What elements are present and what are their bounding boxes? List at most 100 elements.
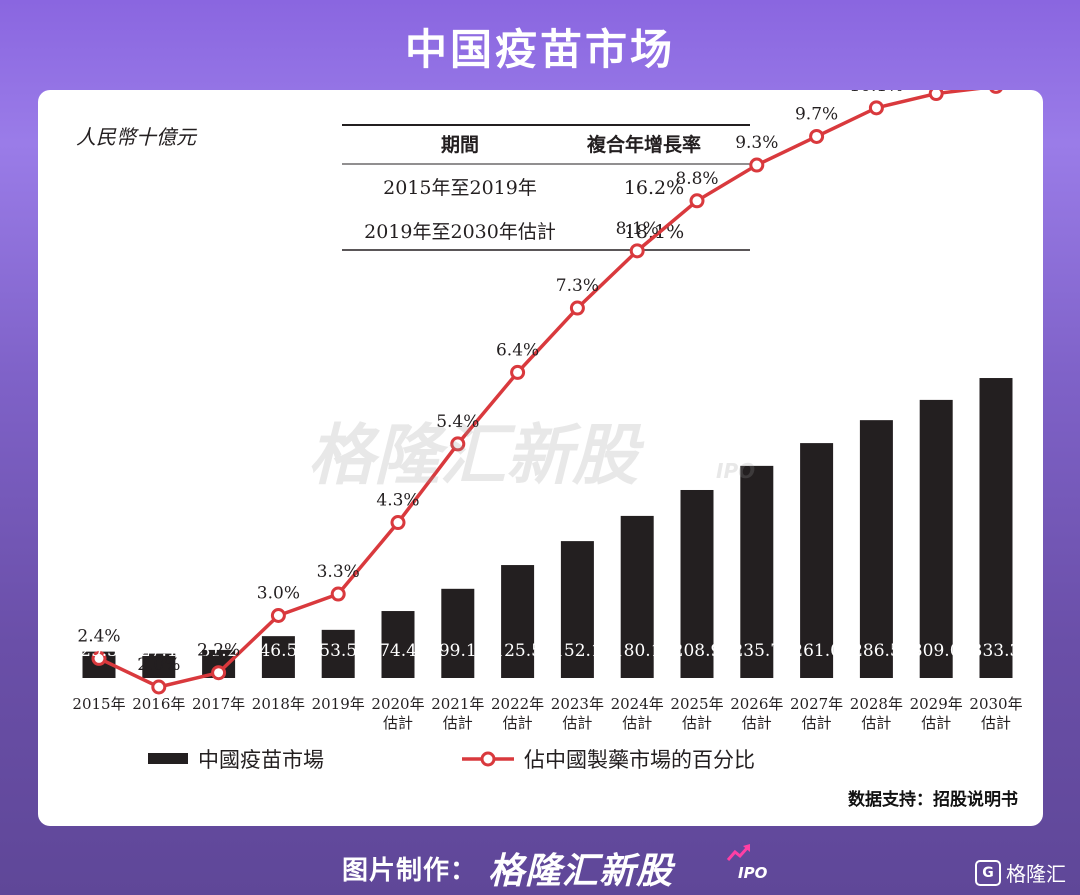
x-tick-label: 估計: [383, 714, 413, 732]
line-value-label: 3.0%: [257, 584, 300, 604]
x-tick-label: 2028年: [850, 695, 903, 713]
bar-value-label: 31.2: [200, 641, 238, 661]
x-tick-label: 2019年: [312, 695, 365, 713]
line-point: [390, 515, 406, 531]
bar-value-label: 286.5: [852, 641, 901, 661]
x-tick-label: 估計: [861, 714, 891, 732]
x-tick-label: 估計: [742, 714, 772, 732]
bar-value-label: 261.0: [792, 641, 841, 661]
cagr-table-header-period: 期間: [441, 134, 479, 156]
x-tick-label: 估計: [622, 714, 652, 732]
chart-card: 人民幣十億元 期間 複合年增長率 2015年至2019年 16.2% 2019年…: [38, 90, 1043, 826]
bar: [381, 611, 415, 678]
x-tick-label: 估計: [682, 714, 712, 732]
x-tick-label: 2022年: [491, 695, 544, 713]
x-tick-label: 估計: [503, 714, 533, 732]
bar: [321, 629, 355, 678]
legend: 中國疫苗市場 佔中國製藥市場的百分比: [148, 748, 755, 772]
corner-logo: G 格隆汇: [975, 858, 1066, 887]
cagr-table-row1-cagr: 16.2%: [624, 177, 684, 199]
bar-value-label: 235.7: [732, 641, 781, 661]
bar-value-label: 208.9: [673, 641, 722, 661]
bar-value-label: 152.1: [553, 641, 602, 661]
x-tick-label: 估計: [921, 714, 951, 732]
bar: [441, 588, 475, 678]
footer-brand-logo: 格隆汇新股: [488, 851, 674, 892]
line-point: [151, 679, 167, 695]
bar: [800, 443, 834, 678]
bar: [501, 565, 535, 678]
footer-label: 图片制作：: [342, 856, 478, 886]
bar-value-label: 333.3: [972, 641, 1021, 661]
bar: [919, 399, 953, 678]
line-value-label: 8.8%: [675, 169, 718, 189]
line-point: [510, 364, 526, 380]
bar: [142, 653, 176, 678]
footer-brand-ipo: IPO: [738, 864, 768, 882]
x-tick-label: 2024年: [611, 695, 664, 713]
legend-line-label: 佔中國製藥市場的百分比: [524, 748, 755, 772]
line-value-label: 6.4%: [496, 340, 539, 360]
x-tick-label: 估計: [443, 714, 473, 732]
cagr-table-header-cagr: 複合年增長率: [586, 133, 701, 156]
bar: [620, 515, 654, 678]
line-point: [91, 650, 107, 666]
percent-line: [98, 90, 981, 689]
line-point: [629, 243, 645, 259]
x-tick-label: 2029年: [910, 695, 963, 713]
line-point: [928, 90, 944, 102]
page-title: 中国疫苗市场: [404, 25, 675, 74]
line-point: [270, 608, 286, 623]
bar-value-label: 309.0: [912, 641, 961, 661]
source-note: 数据支持：招股说明书: [848, 789, 1018, 810]
x-tick-label: 2016年: [132, 695, 185, 713]
bar-value-label: 46.5: [259, 641, 297, 661]
line-value-label: 2.0%: [137, 655, 180, 675]
bar-value-label: 180.1: [613, 641, 662, 661]
bar: [560, 541, 594, 678]
line-point: [450, 436, 466, 452]
watermark-ipo: IPO: [716, 459, 755, 483]
x-tick-label: 估計: [562, 714, 592, 732]
bar-value-label: 29.3: [80, 641, 118, 661]
line-value-label: 8.1%: [616, 219, 659, 239]
line-point: [689, 193, 705, 209]
x-tick-label: 2021年: [431, 695, 484, 713]
cagr-table-row2-period: 2019年至2030年估計: [364, 221, 556, 243]
watermark: 格隆汇新股 IPO: [308, 417, 755, 494]
line-value-label: 2.4%: [77, 626, 120, 646]
x-tick-label: 估計: [981, 714, 1011, 732]
cagr-table: 期間 複合年增長率 2015年至2019年 16.2% 2019年至2030年估…: [342, 124, 750, 251]
legend-line-marker: [480, 751, 496, 767]
corner-logo-icon: G: [975, 859, 1001, 886]
line-point: [211, 665, 227, 681]
line-point: [330, 586, 346, 602]
line-point: [749, 157, 765, 173]
line-value-label: 5.4%: [436, 412, 479, 432]
line-value-label: 4.3%: [376, 491, 419, 511]
x-tick-label: 2030年: [969, 695, 1022, 713]
bar: [740, 465, 774, 678]
x-tick-label: 2020年: [371, 695, 424, 713]
watermark-text: 格隆汇新股: [308, 417, 645, 494]
legend-bar-label: 中國疫苗市場: [198, 748, 324, 772]
bar-value-label: 125.5: [493, 641, 542, 661]
x-tick-label: 2015年: [72, 695, 125, 713]
line-point: [868, 100, 884, 116]
x-tick-label: 2025年: [670, 695, 723, 713]
line-value-label: 9.3%: [735, 133, 778, 153]
trend-arrow-icon: [726, 844, 750, 861]
bar-value-label: 99.1: [439, 641, 477, 661]
line-value-label: 7.3%: [556, 276, 599, 296]
bar: [261, 636, 295, 678]
bar-value-label: 74.4: [379, 641, 417, 661]
line-value-label: 10.1%: [849, 90, 903, 96]
bar: [859, 420, 893, 678]
line-point: [989, 90, 1003, 94]
line-value-label: 3.3%: [317, 562, 360, 582]
x-tick-label: 2017年: [192, 695, 245, 713]
cagr-table-row2-cagr: 18.1%: [624, 221, 684, 243]
line-value-label: 2.2%: [197, 641, 240, 661]
line-value-label: 9.7%: [795, 104, 838, 124]
vaccine-market-chart: 人民幣十億元 期間 複合年增長率 2015年至2019年 16.2% 2019年…: [72, 90, 1023, 810]
